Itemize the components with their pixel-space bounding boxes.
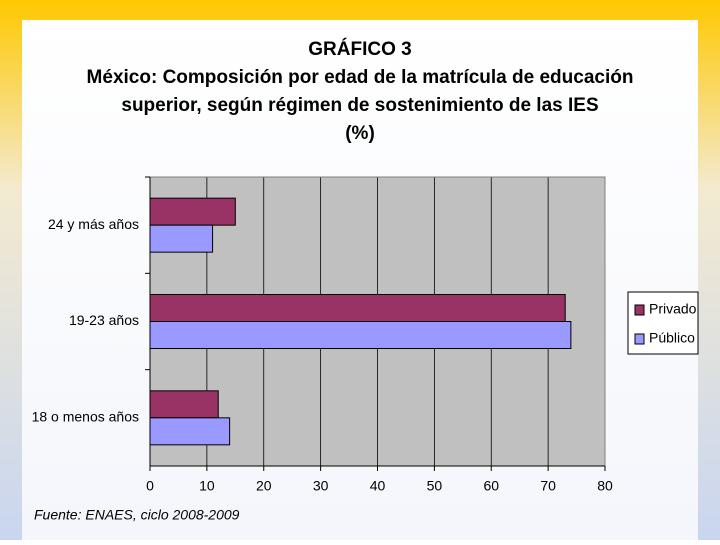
bar: [149, 294, 566, 322]
x-tick-label: 40: [370, 478, 386, 494]
y-tick-label: 24 y más años: [48, 216, 139, 232]
chart-title: México: Composición por edad de la matrí…: [87, 67, 634, 88]
source: Fuente: ENAES, ciclo 2008-2009: [34, 507, 240, 523]
x-tick-label: 30: [313, 478, 329, 494]
x-tick-label: 60: [483, 478, 499, 494]
bar: [149, 197, 236, 226]
x-tick-label: 20: [256, 478, 272, 494]
y-tick-label: 18 o menos años: [32, 409, 139, 425]
chart-title: (%): [345, 123, 375, 144]
bar: [149, 224, 214, 253]
x-tick-label: 10: [199, 478, 215, 494]
x-tick-label: 80: [597, 478, 613, 494]
legend-swatch: [634, 333, 645, 345]
bar: [149, 390, 219, 419]
x-tick-label: 70: [540, 478, 556, 494]
bar: [149, 321, 572, 349]
legend-swatch: [634, 304, 645, 316]
y-tick-label: 19-23 años: [69, 312, 139, 328]
chart-title: superior, según régimen de sostenimiento…: [121, 95, 598, 116]
x-tick-label: 50: [427, 478, 443, 494]
bar: [149, 417, 231, 446]
legend-label: Privado: [649, 301, 697, 317]
x-tick-label: 0: [146, 478, 154, 494]
chart-title: GRÁFICO 3: [308, 38, 411, 60]
legend-label: Público: [649, 330, 695, 346]
